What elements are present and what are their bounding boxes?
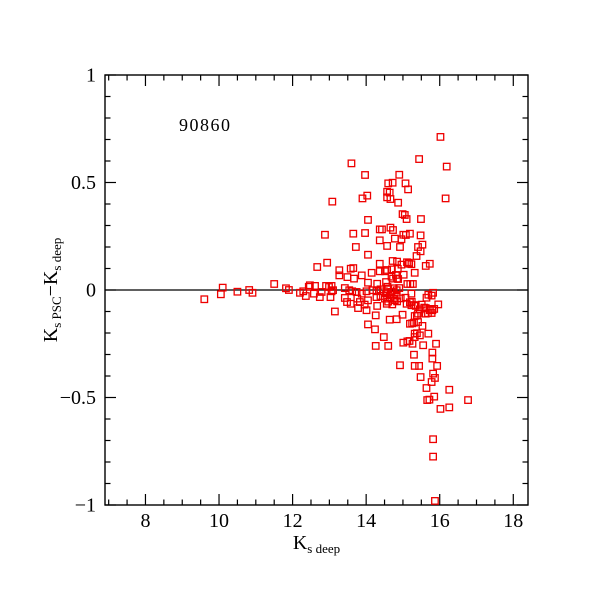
svg-text:12: 12: [283, 510, 303, 532]
plot-annotation: 90860: [179, 115, 232, 135]
data-points: [200, 133, 472, 505]
y-axis-title: Ks PSC−Ks deep: [40, 238, 64, 343]
svg-text:10: 10: [209, 510, 229, 532]
svg-text:16: 16: [430, 510, 450, 532]
svg-text:−1: −1: [75, 495, 96, 517]
svg-text:0.5: 0.5: [71, 172, 96, 194]
svg-text:−0.5: −0.5: [60, 387, 96, 409]
svg-text:14: 14: [356, 510, 376, 532]
x-tick-labels: 8 10 12 14 16 18: [140, 510, 523, 532]
svg-text:0: 0: [86, 280, 96, 302]
svg-text:1: 1: [86, 65, 96, 87]
x-axis-title: Ks deep: [293, 532, 340, 556]
svg-text:8: 8: [140, 510, 150, 532]
x-ticks: [108, 75, 514, 505]
svg-text:18: 18: [503, 510, 523, 532]
y-ticks: [105, 74, 528, 506]
y-tick-labels: −1 −0.5 0 0.5 1: [60, 65, 96, 517]
